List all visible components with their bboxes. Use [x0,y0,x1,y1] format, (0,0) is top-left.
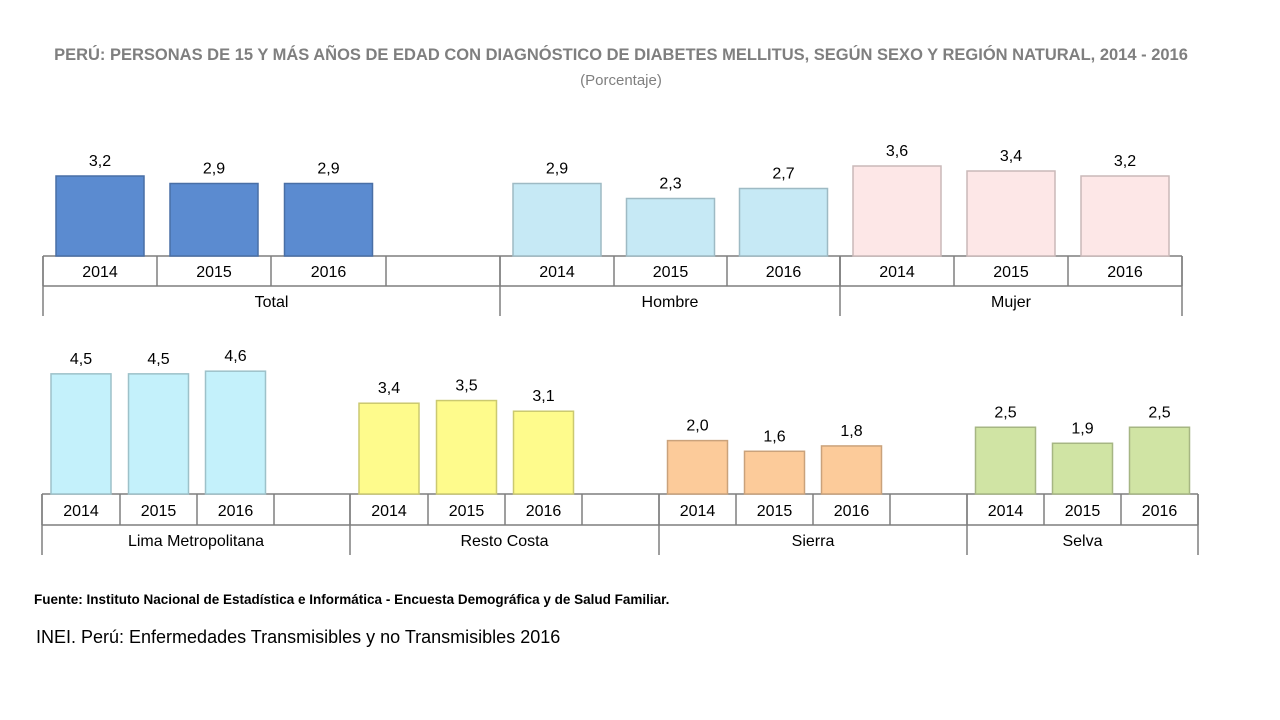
data-label-total-2016: 2,9 [317,161,339,178]
chart-subtitle: (Porcentaje) [580,72,662,89]
group-label-lima-metropolitana: Lima Metropolitana [128,533,264,550]
bar-mujer-2015 [966,170,1056,257]
year-label-sierra-2016: 2016 [834,503,870,520]
data-label-sierra-2016: 1,8 [840,423,862,440]
bar-hombre-2014 [512,182,602,257]
data-label-selva-2015: 1,9 [1071,420,1093,437]
year-label-resto-costa-2015: 2015 [449,503,485,520]
bar-mujer-2016 [1080,175,1170,257]
data-label-total-2014: 3,2 [89,153,111,170]
group-label-sierra: Sierra [792,533,835,550]
bar-selva-2015 [1051,442,1114,495]
year-label-hombre-2014: 2014 [539,264,575,281]
year-label-mujer-2015: 2015 [993,264,1029,281]
year-label-selva-2016: 2016 [1142,503,1178,520]
bar-lima-metropolitana-2015 [127,373,190,495]
group-label-mujer: Mujer [991,294,1032,311]
data-label-hombre-2015: 2,3 [659,176,681,193]
data-label-sierra-2015: 1,6 [763,428,785,445]
data-label-resto-costa-2016: 3,1 [532,388,554,405]
data-label-resto-costa-2015: 3,5 [455,378,477,395]
bar-sierra-2016 [820,445,883,495]
year-label-hombre-2015: 2015 [653,264,689,281]
year-label-mujer-2014: 2014 [879,264,915,281]
bar-total-2014 [55,175,145,257]
bar-lima-metropolitana-2016 [204,370,267,495]
chart-title: PERÚ: PERSONAS DE 15 Y MÁS AÑOS DE EDAD … [54,46,1188,64]
bar-hombre-2015 [625,197,716,257]
year-label-sierra-2015: 2015 [757,503,793,520]
year-label-mujer-2016: 2016 [1107,264,1143,281]
bar-mujer-2014 [852,165,942,257]
data-label-mujer-2015: 3,4 [1000,148,1022,165]
year-label-lima-metropolitana-2015: 2015 [141,503,177,520]
year-label-resto-costa-2014: 2014 [371,503,407,520]
data-label-sierra-2014: 2,0 [686,418,708,435]
year-label-sierra-2014: 2014 [680,503,716,520]
year-label-total-2016: 2016 [311,264,347,281]
data-label-resto-costa-2014: 3,4 [378,380,400,397]
bar-sierra-2014 [666,439,729,495]
data-label-mujer-2014: 3,6 [886,143,908,160]
data-label-mujer-2016: 3,2 [1114,153,1136,170]
bar-selva-2016 [1128,426,1191,495]
year-label-selva-2014: 2014 [988,503,1024,520]
data-label-total-2015: 2,9 [203,161,225,178]
year-label-lima-metropolitana-2014: 2014 [63,503,99,520]
bar-hombre-2016 [738,187,829,257]
group-label-selva: Selva [1062,533,1102,550]
data-label-hombre-2014: 2,9 [546,161,568,178]
group-label-total: Total [255,294,289,311]
bar-sierra-2015 [743,450,806,495]
year-label-hombre-2016: 2016 [766,264,802,281]
bar-total-2015 [169,182,259,257]
bar-selva-2014 [974,426,1037,495]
bar-resto-costa-2015 [435,399,498,495]
data-label-hombre-2016: 2,7 [772,166,794,183]
source-note: Fuente: Instituto Nacional de Estadístic… [34,592,670,607]
data-label-lima-metropolitana-2015: 4,5 [147,351,169,368]
data-label-lima-metropolitana-2016: 4,6 [224,348,246,365]
bar-resto-costa-2016 [512,410,575,495]
group-label-resto-costa: Resto Costa [460,533,548,550]
bar-resto-costa-2014 [358,402,420,495]
year-label-total-2015: 2015 [196,264,232,281]
year-label-resto-costa-2016: 2016 [526,503,562,520]
group-label-hombre: Hombre [642,294,699,311]
year-label-selva-2015: 2015 [1065,503,1101,520]
bar-lima-metropolitana-2014 [50,373,112,495]
caption-text: INEI. Perú: Enfermedades Transmisibles y… [36,627,561,647]
year-label-total-2014: 2014 [82,264,118,281]
bar-total-2016 [283,182,374,257]
data-label-lima-metropolitana-2014: 4,5 [70,351,92,368]
year-label-lima-metropolitana-2016: 2016 [218,503,254,520]
data-label-selva-2014: 2,5 [994,404,1016,421]
data-label-selva-2016: 2,5 [1148,404,1170,421]
